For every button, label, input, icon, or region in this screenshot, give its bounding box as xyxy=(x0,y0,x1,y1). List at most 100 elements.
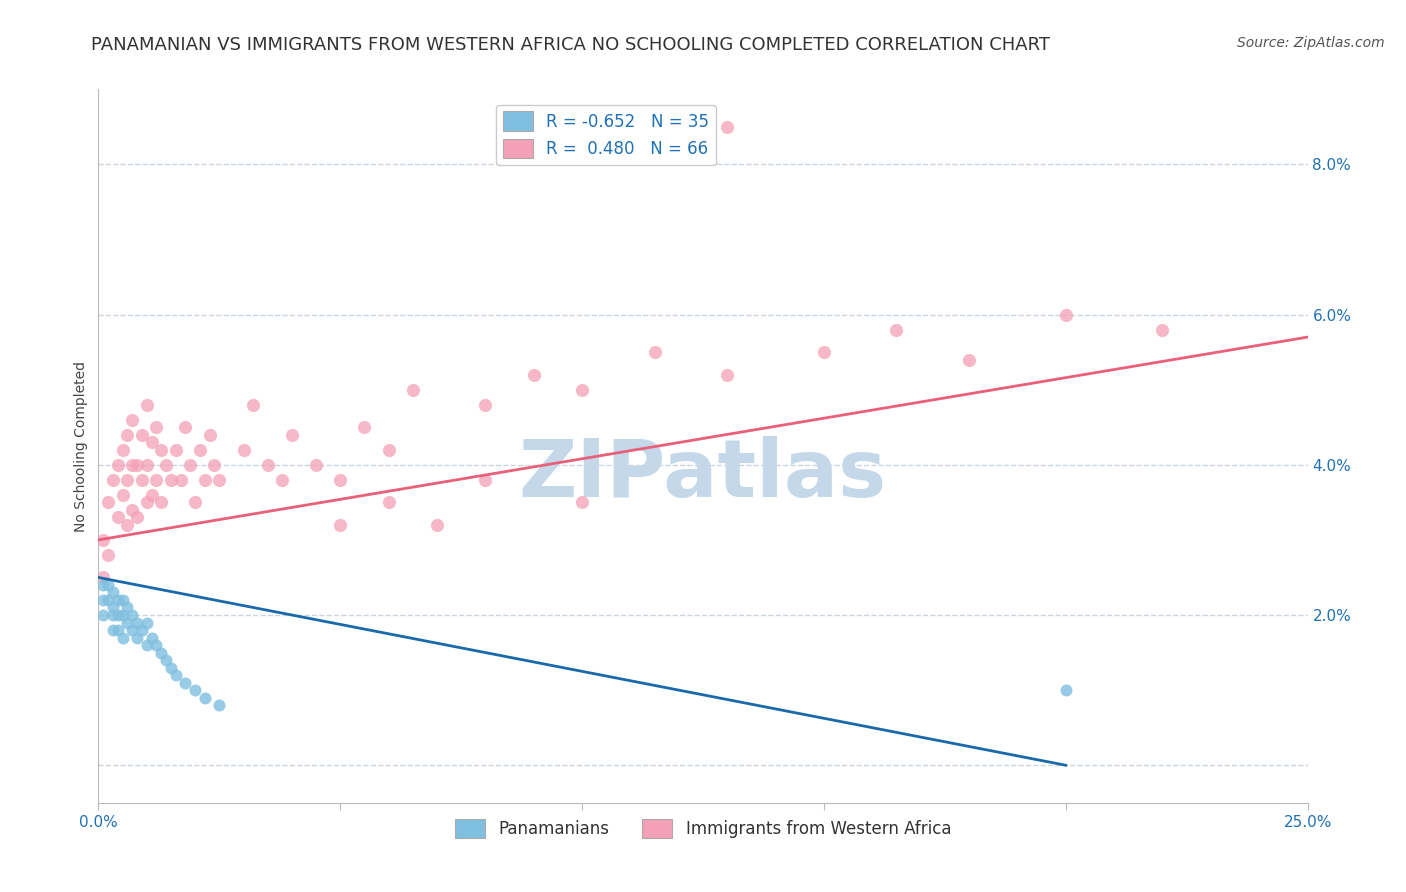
Point xyxy=(111,442,134,457)
Point xyxy=(571,383,593,397)
Point xyxy=(716,368,738,382)
Point xyxy=(91,578,114,592)
Point xyxy=(127,458,149,472)
Point xyxy=(165,442,187,457)
Point xyxy=(107,510,129,524)
Point xyxy=(329,517,352,532)
Point xyxy=(281,427,304,442)
Point xyxy=(194,473,217,487)
Point xyxy=(121,458,143,472)
Point xyxy=(150,646,173,660)
Point xyxy=(198,427,221,442)
Point xyxy=(97,495,120,509)
Point xyxy=(135,398,157,412)
Point xyxy=(101,623,124,637)
Point xyxy=(353,420,375,434)
Point xyxy=(91,593,114,607)
Point xyxy=(1054,683,1077,698)
Point xyxy=(127,631,149,645)
Point xyxy=(169,473,191,487)
Point xyxy=(107,593,129,607)
Point xyxy=(131,473,153,487)
Point xyxy=(208,473,231,487)
Point xyxy=(135,495,157,509)
Point xyxy=(101,473,124,487)
Point xyxy=(111,607,134,622)
Point xyxy=(208,698,231,713)
Point xyxy=(957,352,980,367)
Point xyxy=(107,623,129,637)
Point xyxy=(91,570,114,584)
Point xyxy=(141,435,163,450)
Point xyxy=(402,383,425,397)
Point xyxy=(716,120,738,134)
Point xyxy=(271,473,294,487)
Point xyxy=(131,427,153,442)
Point xyxy=(644,345,666,359)
Point xyxy=(91,533,114,547)
Point xyxy=(150,495,173,509)
Point xyxy=(184,683,207,698)
Point xyxy=(121,607,143,622)
Point xyxy=(184,495,207,509)
Point xyxy=(571,495,593,509)
Point xyxy=(174,420,197,434)
Point xyxy=(91,607,114,622)
Point xyxy=(97,593,120,607)
Point xyxy=(813,345,835,359)
Point xyxy=(174,675,197,690)
Point xyxy=(127,615,149,630)
Point xyxy=(111,631,134,645)
Point xyxy=(131,623,153,637)
Point xyxy=(117,615,139,630)
Point xyxy=(97,578,120,592)
Point xyxy=(155,458,177,472)
Point xyxy=(188,442,211,457)
Point xyxy=(329,473,352,487)
Point xyxy=(523,368,546,382)
Point xyxy=(121,623,143,637)
Point xyxy=(242,398,264,412)
Point xyxy=(107,458,129,472)
Point xyxy=(160,473,183,487)
Point xyxy=(145,420,167,434)
Y-axis label: No Schooling Completed: No Schooling Completed xyxy=(75,360,89,532)
Point xyxy=(1054,308,1077,322)
Point xyxy=(179,458,201,472)
Point xyxy=(160,660,183,674)
Point xyxy=(232,442,254,457)
Point xyxy=(111,488,134,502)
Point xyxy=(121,503,143,517)
Point xyxy=(256,458,278,472)
Text: PANAMANIAN VS IMMIGRANTS FROM WESTERN AFRICA NO SCHOOLING COMPLETED CORRELATION : PANAMANIAN VS IMMIGRANTS FROM WESTERN AF… xyxy=(91,36,1050,54)
Point xyxy=(474,398,496,412)
Point xyxy=(101,607,124,622)
Point xyxy=(165,668,187,682)
Point xyxy=(101,585,124,599)
Point xyxy=(117,427,139,442)
Legend: Panamanians, Immigrants from Western Africa: Panamanians, Immigrants from Western Afr… xyxy=(449,812,957,845)
Point xyxy=(1152,322,1174,336)
Point xyxy=(117,600,139,615)
Point xyxy=(204,458,226,472)
Text: ZIPatlas: ZIPatlas xyxy=(519,435,887,514)
Point xyxy=(117,473,139,487)
Point xyxy=(474,473,496,487)
Point xyxy=(135,638,157,652)
Point xyxy=(111,593,134,607)
Point xyxy=(194,690,217,705)
Point xyxy=(135,458,157,472)
Point xyxy=(145,473,167,487)
Point xyxy=(117,517,139,532)
Point xyxy=(101,600,124,615)
Point xyxy=(141,488,163,502)
Point xyxy=(97,548,120,562)
Point xyxy=(121,413,143,427)
Point xyxy=(377,442,399,457)
Point xyxy=(135,615,157,630)
Point xyxy=(107,607,129,622)
Point xyxy=(150,442,173,457)
Text: Source: ZipAtlas.com: Source: ZipAtlas.com xyxy=(1237,36,1385,50)
Point xyxy=(305,458,328,472)
Point xyxy=(155,653,177,667)
